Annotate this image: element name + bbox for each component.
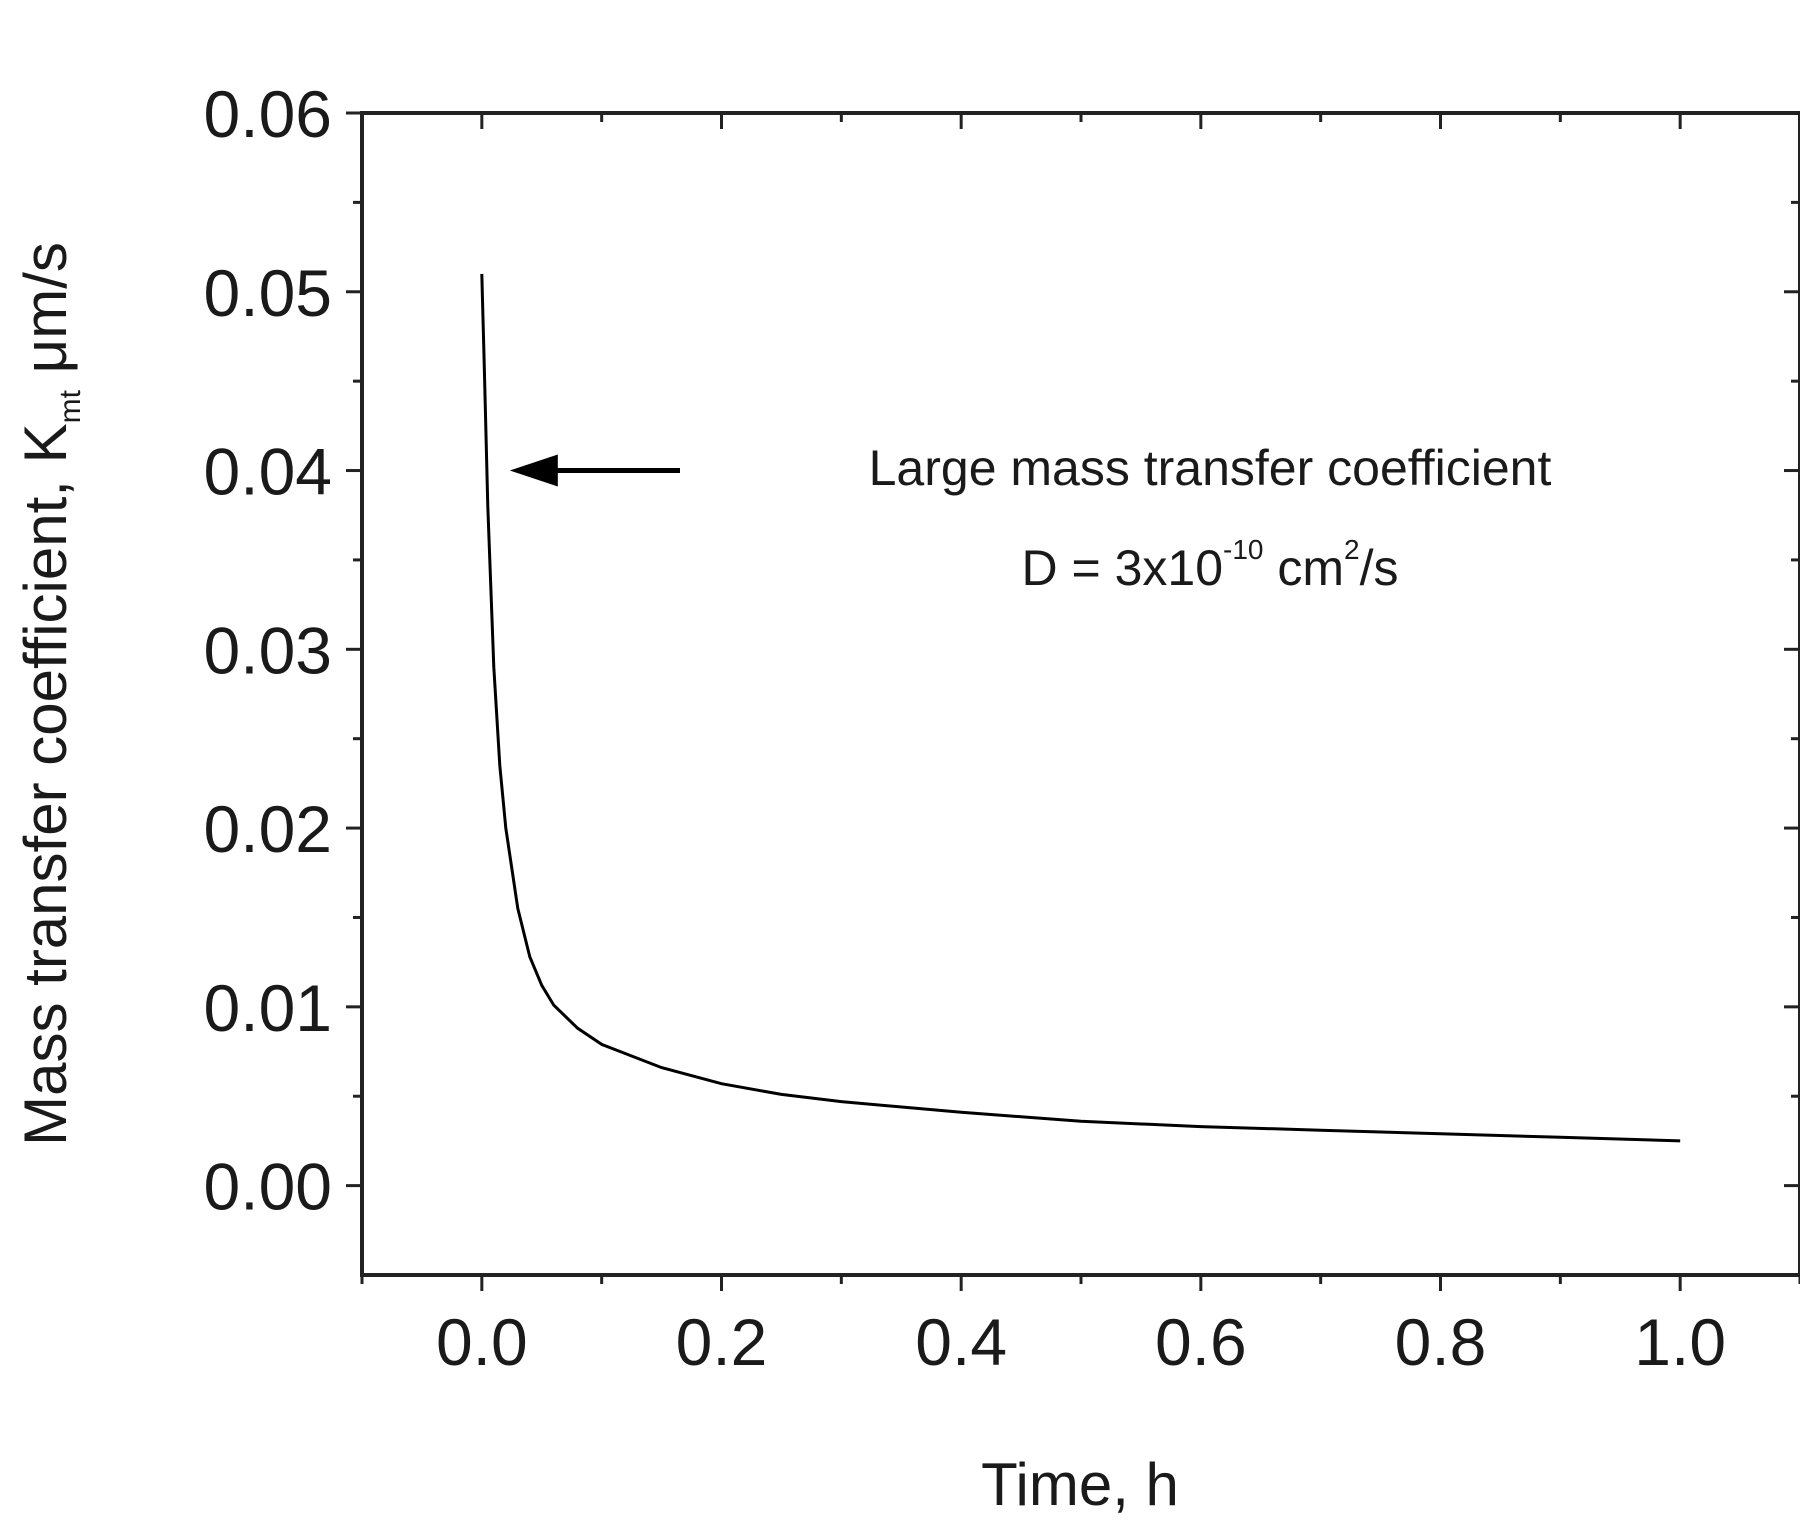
annotation-diffusivity-unit-tail: /s <box>1360 540 1399 596</box>
plot-frame <box>360 111 1800 1277</box>
y-axis-title-main: Mass transfer coefficient, K <box>12 423 79 1146</box>
x-tick-label: 0.6 <box>1155 1305 1247 1379</box>
y-tick-label: 0.01 <box>204 971 332 1045</box>
y-tick-labels: 0.00 0.01 0.02 0.03 0.04 0.05 0.06 <box>204 77 332 1224</box>
y-tick-label: 0.02 <box>204 792 332 866</box>
annotation-diffusivity-unit-exp: 2 <box>1344 534 1360 565</box>
series-layer <box>480 273 1681 1143</box>
annotation-diffusivity-base: D = 3x10 <box>1021 540 1223 596</box>
y-tick-label: 0.00 <box>204 1150 332 1224</box>
x-tick-label: 0.8 <box>1395 1305 1487 1379</box>
x-tick-label: 0.2 <box>676 1305 768 1379</box>
annotation-arrow <box>509 454 680 487</box>
series-line <box>480 273 1681 1143</box>
y-tick-label: 0.04 <box>204 435 332 509</box>
x-tick-label: 0.0 <box>436 1305 528 1379</box>
annotation-label: Large mass transfer coefficient <box>869 440 1552 496</box>
x-tick-label: 1.0 <box>1634 1305 1726 1379</box>
annotation-diffusivity-unit: cm <box>1263 540 1344 596</box>
y-axis-title: Mass transfer coefficient, Kmt μm/s <box>12 242 87 1146</box>
arrow-head <box>509 454 558 487</box>
y-tick-label: 0.03 <box>204 613 332 687</box>
ticks-layer <box>346 111 1800 1291</box>
x-axis-title: Time, h <box>981 1451 1179 1518</box>
y-tick-label: 0.06 <box>204 77 332 151</box>
y-axis-title-unit: μm/s <box>12 242 79 390</box>
x-tick-labels: 0.0 0.2 0.4 0.6 0.8 1.0 <box>436 1305 1726 1379</box>
y-axis-title-subscript: mt <box>54 389 87 423</box>
annotation-diffusivity: D = 3x10-10 cm2/s <box>1021 534 1398 596</box>
x-tick-label: 0.4 <box>915 1305 1007 1379</box>
annotation-diffusivity-exp: -10 <box>1223 534 1263 565</box>
y-tick-label: 0.05 <box>204 256 332 330</box>
